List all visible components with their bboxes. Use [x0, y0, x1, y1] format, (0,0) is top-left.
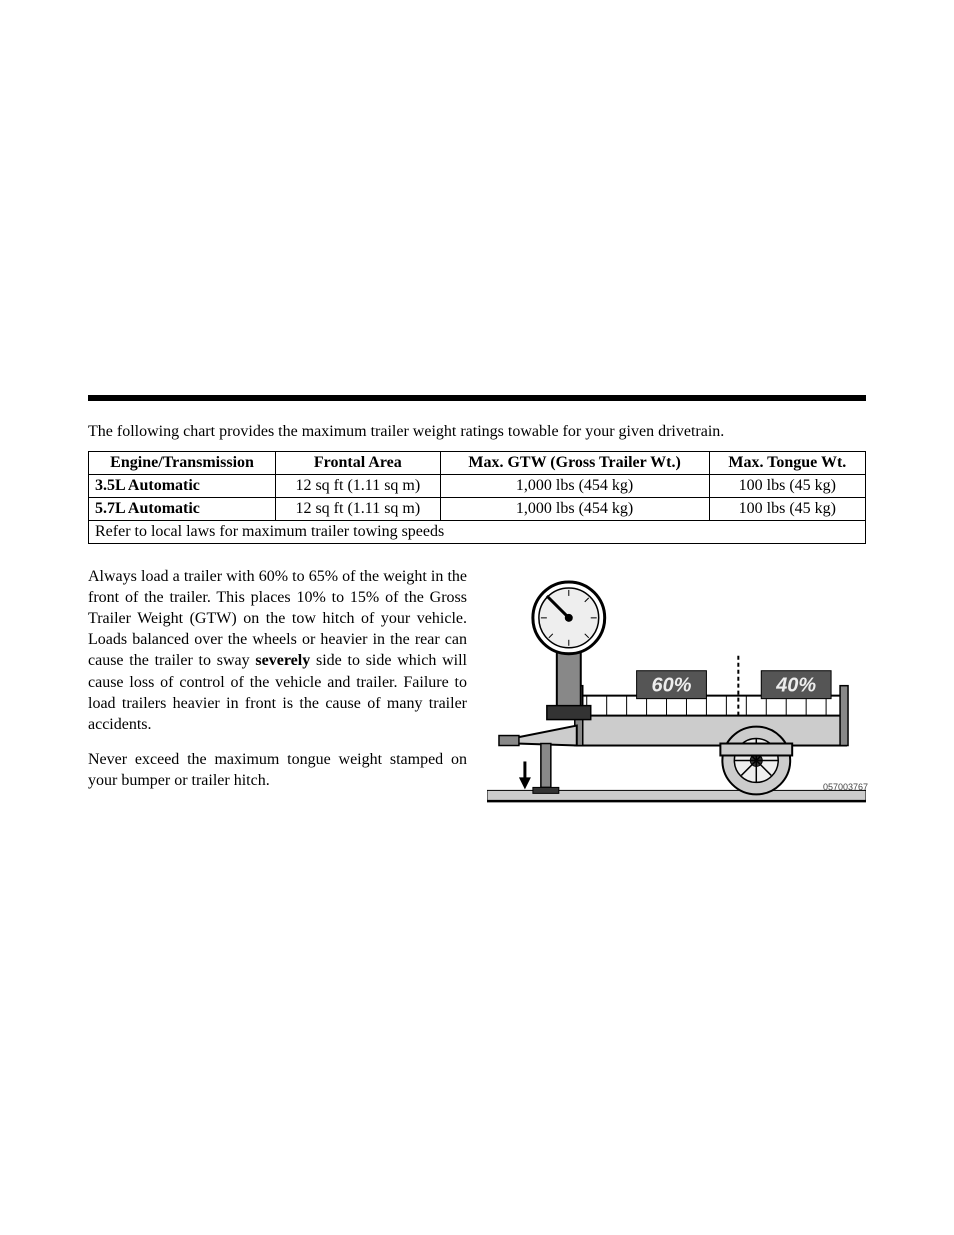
body-paragraph-1: Always load a trailer with 60% to 65% of… — [88, 566, 467, 735]
diagram-column: 60% 40% — [487, 566, 866, 820]
cell-engine: 3.5L Automatic — [89, 475, 276, 498]
cell-tongue: 100 lbs (45 kg) — [709, 475, 865, 498]
cell-frontal: 12 sq ft (1.11 sq m) — [276, 475, 440, 498]
cell-footer: Refer to local laws for maximum trailer … — [89, 521, 866, 544]
th-tongue: Max. Tongue Wt. — [709, 452, 865, 475]
table-row: 3.5L Automatic 12 sq ft (1.11 sq m) 1,00… — [89, 475, 866, 498]
cell-tongue: 100 lbs (45 kg) — [709, 498, 865, 521]
cell-engine: 5.7L Automatic — [89, 498, 276, 521]
p1-severely: severely — [255, 652, 310, 669]
cell-gtw: 1,000 lbs (454 kg) — [440, 475, 709, 498]
section-rule — [88, 395, 866, 401]
th-gtw: Max. GTW (Gross Trailer Wt.) — [440, 452, 709, 475]
trailer-weight-table: Engine/Transmission Frontal Area Max. GT… — [88, 451, 866, 544]
table-row: 5.7L Automatic 12 sq ft (1.11 sq m) 1,00… — [89, 498, 866, 521]
trailer-load-diagram: 60% 40% — [487, 566, 866, 815]
table-footer-row: Refer to local laws for maximum trailer … — [89, 521, 866, 544]
th-engine: Engine/Transmission — [89, 452, 276, 475]
body-paragraph-2: Never exceed the maximum tongue weight s… — [88, 749, 467, 791]
body-text-column: Always load a trailer with 60% to 65% of… — [88, 566, 467, 820]
cell-frontal: 12 sq ft (1.11 sq m) — [276, 498, 440, 521]
image-id: 057003767 — [823, 782, 868, 792]
cell-gtw: 1,000 lbs (454 kg) — [440, 498, 709, 521]
th-frontal: Frontal Area — [276, 452, 440, 475]
label-40: 40% — [775, 675, 816, 697]
intro-text: The following chart provides the maximum… — [88, 423, 866, 441]
label-60: 60% — [652, 675, 692, 697]
